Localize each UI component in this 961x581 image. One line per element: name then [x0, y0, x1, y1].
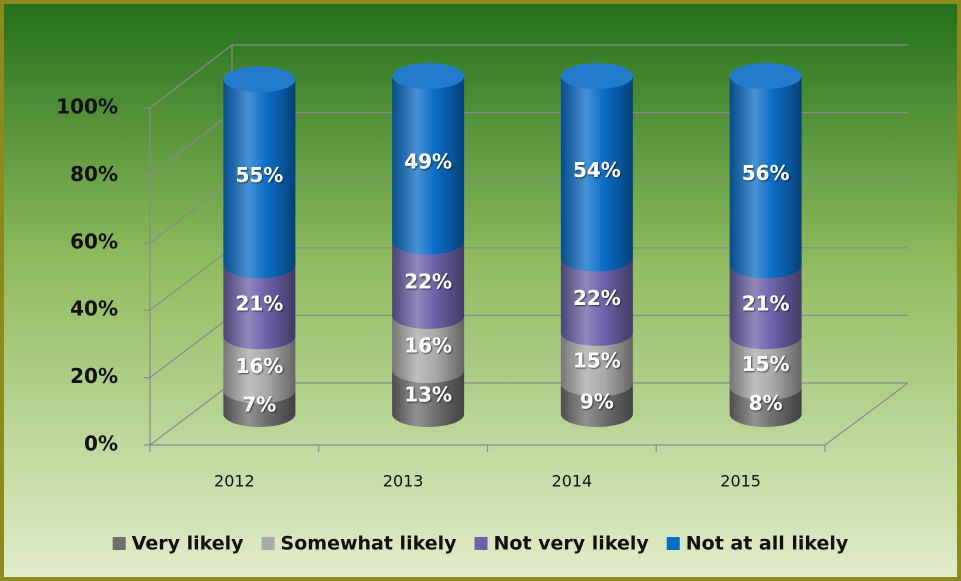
cylinder-segment	[223, 336, 296, 404]
x-tick-label: 2014	[552, 472, 593, 491]
y-tick-label: 100%	[56, 95, 118, 119]
data-label: 49%	[404, 149, 452, 173]
legend-swatch	[112, 537, 126, 550]
legend-label: Not at all likely	[686, 533, 849, 555]
grid-line	[149, 179, 233, 244]
data-label: 15%	[742, 352, 790, 376]
data-label: 55%	[235, 163, 283, 187]
legend-swatch	[666, 537, 680, 550]
data-label: 9%	[580, 389, 614, 413]
data-label: 8%	[749, 391, 783, 415]
cylinder-segment	[223, 79, 296, 279]
data-label: 16%	[404, 334, 452, 358]
cylinder-segment	[392, 370, 465, 427]
legend-swatch	[261, 537, 275, 550]
y-tick-label: 20%	[70, 364, 118, 388]
x-tick-label: 2015	[720, 472, 761, 491]
cylinder-top	[729, 63, 802, 89]
cylinder-segment	[560, 76, 633, 272]
cylinder-segment	[729, 76, 802, 279]
x-tick-label: 2012	[214, 472, 255, 491]
data-label: 15%	[573, 349, 621, 373]
cylinder-segment	[560, 258, 633, 346]
data-label: 7%	[242, 393, 276, 417]
legend-swatch	[474, 537, 488, 550]
y-tick-label: 40%	[70, 297, 118, 321]
cylinder-segment	[392, 315, 465, 384]
cylinder-segment	[560, 332, 633, 397]
x-tick-label: 2013	[383, 472, 424, 491]
cylinder-segment	[729, 265, 802, 350]
y-tick-label: 0%	[84, 432, 118, 456]
cylinder-segment	[392, 76, 465, 255]
data-label: 16%	[235, 354, 283, 378]
grid-line	[149, 247, 233, 311]
y-tick-label: 60%	[70, 229, 118, 253]
cylinder-segment	[223, 265, 296, 350]
data-label: 13%	[404, 383, 452, 407]
grid-line	[149, 382, 233, 446]
data-label: 56%	[742, 161, 790, 185]
y-tick-label: 80%	[70, 162, 118, 186]
grid-line	[149, 112, 233, 176]
legend-label: Very likely	[132, 533, 244, 555]
data-label: 54%	[573, 158, 621, 182]
legend-label: Not very likely	[494, 533, 650, 555]
data-label: 21%	[742, 291, 790, 315]
cylinder-segment	[392, 241, 465, 329]
legend-label: Somewhat likely	[281, 533, 458, 555]
data-label: 22%	[404, 269, 452, 293]
cylinder-segment	[729, 336, 802, 400]
cylinder-top	[223, 66, 296, 93]
data-label: 21%	[235, 291, 283, 315]
cylinder-top	[392, 63, 465, 89]
data-label: 22%	[573, 286, 621, 310]
cylinder-top	[560, 63, 633, 89]
grid-line	[149, 314, 233, 379]
grid-line	[149, 44, 233, 109]
